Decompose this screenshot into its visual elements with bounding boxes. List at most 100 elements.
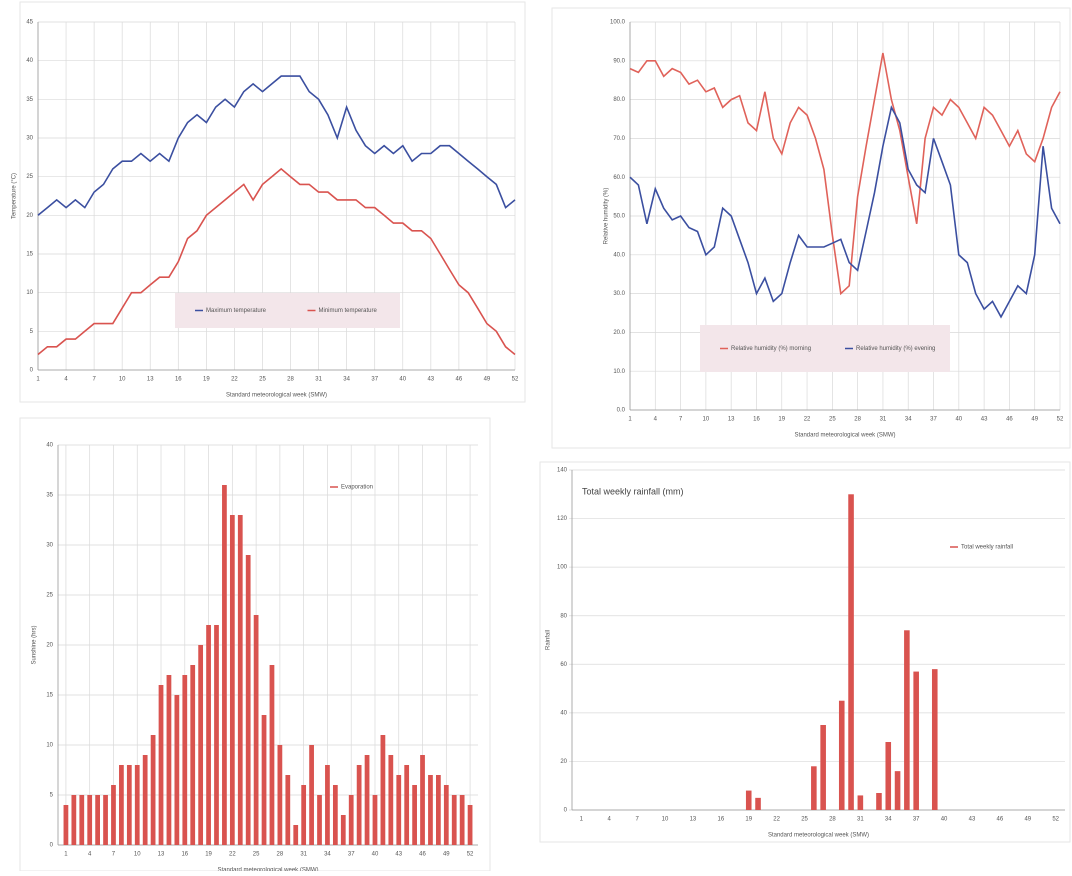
x-tick-label: 16 — [717, 817, 724, 823]
x-tick-label: 52 — [512, 377, 519, 383]
bar — [150, 735, 156, 845]
y-tick-label: 60.0 — [613, 175, 625, 181]
y-tick-label: 100.0 — [610, 20, 626, 26]
bar — [388, 755, 394, 845]
legend-label: Relative humidity (%) morning — [731, 346, 811, 352]
bar — [95, 795, 100, 845]
legend-label: Minimum temperature — [319, 308, 378, 314]
y-tick-label: 50.0 — [613, 214, 625, 220]
bar — [443, 785, 449, 845]
bar — [111, 785, 116, 845]
y-tick-label: 0.0 — [617, 408, 626, 414]
legend-box — [175, 293, 400, 328]
y-tick-label: 90.0 — [613, 58, 625, 64]
x-tick-label: 4 — [64, 377, 68, 383]
x-tick-label: 1 — [628, 417, 632, 423]
bar — [63, 805, 69, 845]
bar — [876, 793, 882, 810]
bar — [885, 742, 892, 810]
x-tick-label: 43 — [395, 852, 402, 858]
panel — [539, 461, 1071, 843]
y-tick-label: 20 — [560, 759, 567, 765]
bar — [428, 775, 433, 845]
x-tick-label: 25 — [801, 817, 808, 823]
x-axis-label: Standard meteorological week (SMW) — [794, 433, 895, 439]
x-tick-label: 46 — [419, 852, 426, 858]
x-tick-label: 28 — [829, 817, 836, 823]
x-tick-label: 52 — [1052, 817, 1059, 823]
bar — [931, 669, 938, 810]
x-tick-label: 52 — [467, 852, 474, 858]
x-tick-label: 31 — [315, 377, 322, 383]
bar — [126, 765, 132, 845]
y-axis-label: Relative humidity (%) — [604, 188, 610, 245]
x-tick-label: 22 — [229, 852, 236, 858]
x-tick-label: 49 — [1031, 417, 1038, 423]
y-tick-label: 45 — [26, 20, 33, 26]
bar — [451, 795, 457, 845]
x-tick-label: 49 — [484, 377, 491, 383]
panel — [551, 7, 1071, 449]
x-tick-label: 4 — [88, 852, 92, 858]
bar — [848, 494, 854, 810]
x-tick-label: 46 — [1006, 417, 1013, 423]
bar — [412, 785, 417, 845]
y-tick-label: 20.0 — [613, 330, 625, 336]
bar — [277, 745, 283, 845]
x-tick-label: 40 — [941, 817, 948, 823]
bar — [269, 665, 275, 845]
x-tick-label: 1 — [580, 817, 584, 823]
x-tick-label: 1 — [64, 852, 68, 858]
bar — [285, 775, 291, 845]
x-tick-label: 34 — [324, 852, 331, 858]
bar — [317, 795, 322, 845]
bar — [380, 735, 386, 845]
bar — [301, 785, 307, 845]
bar — [174, 695, 180, 845]
bar — [404, 765, 410, 845]
x-tick-label: 13 — [147, 377, 154, 383]
y-tick-label: 20 — [46, 643, 53, 649]
y-tick-label: 25 — [26, 174, 33, 180]
legend-label: Maximum temperature — [206, 308, 267, 314]
bar — [206, 625, 211, 845]
line — [629, 52, 1061, 296]
x-axis-label: Standard meteorological week (SMW) — [226, 393, 327, 399]
x-tick-label: 31 — [857, 817, 864, 823]
x-tick-label: 40 — [399, 377, 406, 383]
y-tick-label: 0 — [50, 843, 54, 849]
x-tick-label: 43 — [427, 377, 434, 383]
bar — [158, 685, 164, 845]
bar — [229, 515, 235, 845]
bar — [894, 771, 901, 810]
bar — [356, 765, 362, 845]
bar — [190, 665, 196, 845]
bar — [182, 675, 188, 845]
x-tick-label: 1 — [36, 377, 40, 383]
bar — [261, 715, 267, 845]
bar — [134, 765, 140, 845]
y-tick-label: 10 — [46, 743, 53, 749]
legend-box — [700, 325, 950, 372]
y-axis-label: Temperature (°C) — [12, 173, 18, 219]
x-tick-label: 31 — [300, 852, 307, 858]
x-tick-label: 25 — [259, 377, 266, 383]
x-tick-label: 7 — [112, 852, 116, 858]
x-tick-label: 28 — [277, 852, 284, 858]
y-tick-label: 30 — [26, 136, 33, 142]
bar — [293, 825, 299, 845]
x-tick-label: 28 — [287, 377, 294, 383]
x-tick-label: 37 — [348, 852, 355, 858]
line — [37, 167, 516, 356]
x-tick-label: 4 — [608, 817, 612, 823]
bar — [214, 625, 219, 845]
x-tick-label: 40 — [372, 852, 379, 858]
bar — [253, 615, 259, 845]
y-tick-label: 0 — [30, 368, 34, 374]
x-tick-label: 34 — [885, 817, 892, 823]
y-tick-label: 0 — [564, 808, 568, 814]
bar — [436, 775, 441, 845]
x-tick-label: 34 — [343, 377, 350, 383]
